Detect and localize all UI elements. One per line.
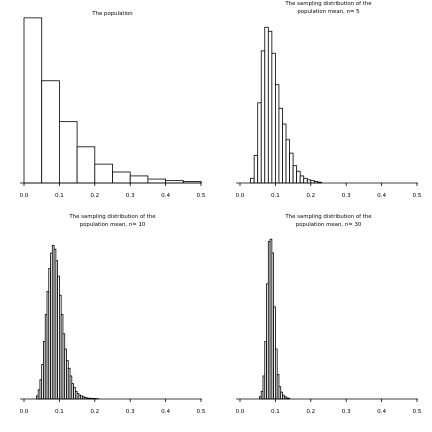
panel-title: The sampling distribution of the xyxy=(284,1,372,7)
panel-1: The population 0.0 0.1 0.2 0.3 0.4 0.5 xyxy=(20,11,206,199)
panel-3: The sampling distribution of the populati… xyxy=(20,214,206,415)
histogram-bar xyxy=(271,52,276,184)
histogram-bar xyxy=(264,26,269,184)
x-tick-label: 0.2 xyxy=(306,193,315,199)
x-tick-label: 0.4 xyxy=(377,193,386,199)
histogram-bar xyxy=(23,17,43,184)
panel-title: population mean, n= 5 xyxy=(297,9,359,15)
panel-title: The sampling distribution of the xyxy=(284,214,372,220)
histogram-bar xyxy=(59,121,78,184)
histogram-bar xyxy=(282,123,287,184)
panel-title: The sampling distribution of the xyxy=(68,214,156,220)
histogram-bar xyxy=(274,84,280,184)
panel-title: population mean, n= 10 xyxy=(80,222,146,228)
panel-4: The sampling distribution of the populati… xyxy=(236,214,422,415)
histogram-bar xyxy=(292,165,298,184)
x-tick-label: 0.1 xyxy=(55,193,64,199)
histogram-bar xyxy=(303,177,308,184)
x-tick-label: 0.5 xyxy=(197,193,206,199)
x-tick-label: 0.4 xyxy=(161,193,170,199)
histogram-bar xyxy=(250,177,255,184)
x-tick-label: 0.0 xyxy=(20,409,29,415)
x-tick-label: 0.1 xyxy=(271,193,280,199)
panel-2: The sampling distribution of the populati… xyxy=(236,1,422,199)
x-tick-label: 0.2 xyxy=(306,409,315,415)
x-tick-label: 0.1 xyxy=(271,409,280,415)
panel-title: The population xyxy=(91,11,132,17)
x-tick-label: 0.3 xyxy=(342,193,351,199)
x-tick-label: 0.4 xyxy=(377,409,386,415)
histogram-bar xyxy=(147,178,166,184)
x-tick-label: 0.0 xyxy=(236,409,245,415)
histogram-bar xyxy=(129,175,149,184)
x-tick-label: 0.5 xyxy=(197,409,206,415)
x-tick-label: 0.0 xyxy=(20,193,29,199)
x-tick-label: 0.3 xyxy=(342,409,351,415)
histogram-bar xyxy=(306,179,312,184)
histogram-bar xyxy=(253,155,259,184)
histogram-bar xyxy=(267,30,273,184)
x-tick-label: 0.5 xyxy=(413,193,422,199)
histogram-bar xyxy=(285,139,290,184)
x-tick-label: 0.2 xyxy=(90,193,99,199)
histogram-bar xyxy=(257,102,262,184)
histogram-bar xyxy=(299,175,305,184)
histogram-bar xyxy=(260,50,266,184)
panel-title: population mean, n= 30 xyxy=(296,222,362,228)
x-tick-label: 0.5 xyxy=(413,409,422,415)
histogram-bar xyxy=(94,163,113,184)
x-tick-label: 0.3 xyxy=(126,193,135,199)
x-tick-label: 0.2 xyxy=(90,409,99,415)
x-tick-label: 0.1 xyxy=(55,409,64,415)
x-tick-label: 0.4 xyxy=(161,409,170,415)
histogram-bar xyxy=(278,107,283,184)
histogram-bar xyxy=(289,152,294,184)
histogram-bar xyxy=(112,171,131,184)
histogram-bar xyxy=(296,170,301,184)
x-tick-label: 0.0 xyxy=(236,193,245,199)
histogram-bar xyxy=(41,80,60,184)
x-tick-label: 0.3 xyxy=(126,409,135,415)
histogram-bar xyxy=(76,146,96,184)
